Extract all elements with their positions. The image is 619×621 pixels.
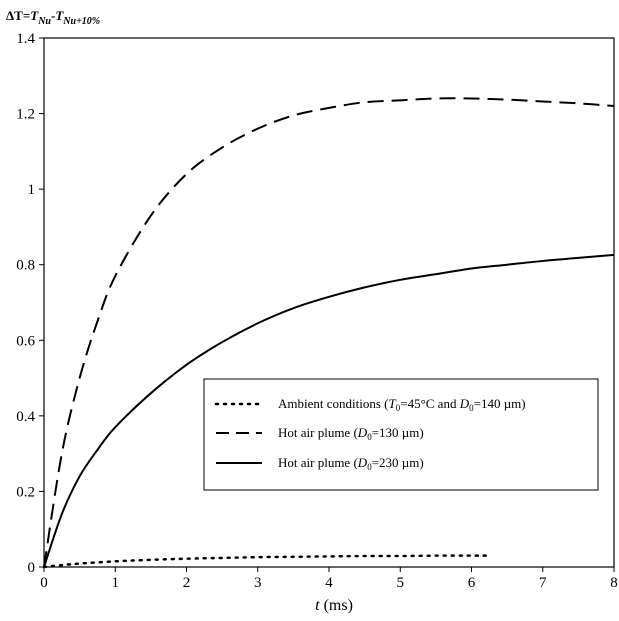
series-ambient-line xyxy=(42,554,487,569)
y-label-minus: - xyxy=(51,8,55,23)
y-label-eq: = xyxy=(23,8,30,23)
legend-230-Dsub: 0 xyxy=(367,462,372,472)
x-axis-var: t xyxy=(315,597,320,614)
y-tick-label: 0.6 xyxy=(16,333,35,349)
y-label-t2: T xyxy=(55,8,64,23)
y-axis-label: ΔT=TNu-TNu+10% xyxy=(6,8,100,27)
legend-130-end: =130 µm) xyxy=(372,425,424,440)
legend-130-main: Hot air plume ( xyxy=(278,425,358,440)
legend-ambient-mid: =45°C and xyxy=(400,396,459,411)
legend-230-D: D xyxy=(357,455,368,470)
x-tick-label: 0 xyxy=(40,575,48,591)
legend-130-D: D xyxy=(357,425,368,440)
legend-230-main: Hot air plume ( xyxy=(278,455,358,470)
legend-230-end: =230 µm) xyxy=(372,455,424,470)
legend-label-ambient: Ambient conditions (T0=45°C and D0=140 µ… xyxy=(278,396,526,413)
x-tick-label: 6 xyxy=(468,575,476,591)
legend-ambient-Tsub: 0 xyxy=(396,403,401,413)
y-tick-label: 0.2 xyxy=(16,484,35,500)
legend-ambient-Dsub: 0 xyxy=(469,403,474,413)
series-130um-line xyxy=(43,97,615,568)
x-tick-label: 7 xyxy=(539,575,547,591)
legend-ambient-main: Ambient conditions ( xyxy=(278,396,389,411)
axis-ticks: 0 1 2 3 4 5 6 7 8 0 0.2 0.4 0.6 0.8 1 1.2 1.4 xyxy=(16,31,618,591)
series-230um-line xyxy=(43,253,615,568)
y-label-sub2: Nu+10% xyxy=(62,16,100,27)
y-tick-label: 0.4 xyxy=(16,409,35,425)
y-tick-label: 0 xyxy=(28,560,36,576)
legend-130-Dsub: 0 xyxy=(367,432,372,442)
y-tick-label: 1.4 xyxy=(16,31,35,47)
y-tick-label: 1.2 xyxy=(16,107,35,123)
series-lines xyxy=(42,97,615,569)
x-tick-label: 3 xyxy=(254,575,262,591)
x-axis-unit: (ms) xyxy=(320,597,353,614)
x-tick-label: 8 xyxy=(610,575,618,591)
legend-ambient-T: T xyxy=(389,396,397,411)
y-tick-label: 0.8 xyxy=(16,258,35,274)
legend: Ambient conditions (T0=45°C and D0=140 µ… xyxy=(203,378,599,491)
y-label-delta: ΔT xyxy=(6,8,23,23)
legend-ambient-D: D xyxy=(459,396,470,411)
x-axis-title: t (ms) xyxy=(315,597,353,614)
x-tick-label: 5 xyxy=(397,575,405,591)
legend-label-130um: Hot air plume (D0=130 µm) xyxy=(278,425,424,442)
y-label-t1: T xyxy=(30,8,39,23)
y-tick-label: 1 xyxy=(28,182,36,198)
legend-box xyxy=(203,378,599,491)
legend-label-230um: Hot air plume (D0=230 µm) xyxy=(278,455,424,472)
y-label-sub1: Nu xyxy=(37,16,51,27)
x-tick-label: 4 xyxy=(325,575,333,591)
x-tick-label: 1 xyxy=(112,575,120,591)
x-tick-label: 2 xyxy=(183,575,191,591)
legend-ambient-end: =140 µm) xyxy=(474,396,526,411)
